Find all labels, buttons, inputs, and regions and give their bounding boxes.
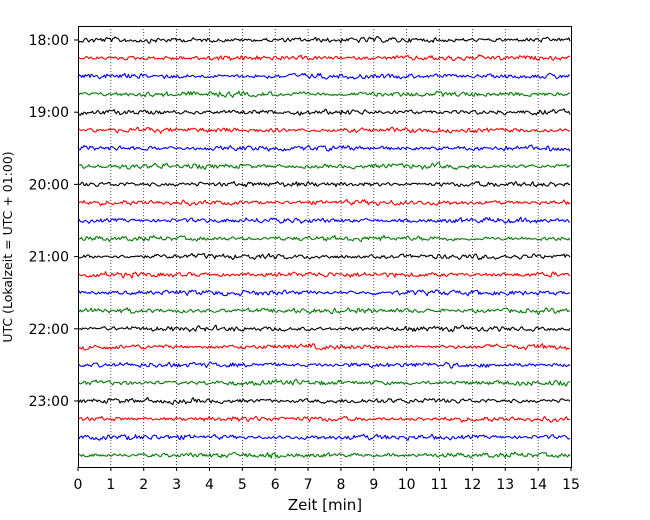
trace-2245 — [77, 378, 571, 387]
x-tick-label: 7 — [304, 477, 313, 493]
trace-2015 — [77, 198, 571, 207]
plot-frame — [78, 26, 572, 468]
x-tick-label: 0 — [74, 477, 83, 493]
trace-1915 — [77, 126, 571, 134]
trace-2345 — [77, 451, 571, 459]
y-tick-label: 20:00 — [29, 177, 69, 193]
trace-2300 — [77, 396, 571, 406]
x-tick-label: 6 — [271, 477, 280, 493]
trace-1930 — [77, 144, 571, 152]
y-axis: 18:00 19:00 20:00 21:00 22:00 23:00 — [29, 33, 78, 410]
x-tick-label: 3 — [172, 477, 181, 493]
trace-2000 — [77, 180, 571, 188]
trace-1830 — [77, 72, 571, 80]
x-tick-label: 2 — [139, 477, 148, 493]
trace-2215 — [77, 343, 571, 351]
trace-2130 — [77, 289, 571, 297]
x-tick-label: 13 — [496, 477, 514, 493]
trace-1800 — [77, 36, 571, 44]
x-tick-label: 8 — [336, 477, 345, 493]
trace-2330 — [77, 433, 571, 441]
trace-1945 — [77, 162, 571, 171]
trace-2200 — [77, 324, 571, 333]
trace-2030 — [77, 216, 571, 224]
y-tick-label: 23:00 — [29, 394, 69, 410]
x-tick-label: 15 — [562, 477, 580, 493]
x-tick-label: 10 — [398, 477, 416, 493]
trace-group — [77, 36, 571, 459]
trace-2100 — [77, 252, 571, 261]
trace-2315 — [77, 415, 571, 423]
x-tick-label: 9 — [369, 477, 378, 493]
trace-2045 — [77, 234, 571, 243]
trace-2145 — [77, 307, 571, 315]
trace-1900 — [77, 108, 571, 116]
x-tick-label: 11 — [431, 477, 449, 493]
x-axis-label: Zeit [min] — [288, 496, 362, 514]
x-tick-label: 5 — [238, 477, 247, 493]
trace-1815 — [77, 54, 571, 62]
x-tick-label: 4 — [205, 477, 214, 493]
trace-2115 — [77, 271, 571, 279]
y-axis-label: UTC (Lokalzeit = UTC + 01:00) — [0, 151, 15, 342]
x-tick-label: 14 — [529, 477, 547, 493]
y-tick-label: 21:00 — [29, 250, 69, 266]
y-tick-label: 18:00 — [29, 33, 69, 49]
y-tick-label: 19:00 — [29, 105, 69, 121]
trace-1845 — [77, 90, 571, 98]
x-tick-label: 1 — [106, 477, 115, 493]
trace-2230 — [77, 361, 571, 369]
x-axis: 0 1 2 3 4 5 6 7 8 9 10 11 12 13 14 15 — [74, 467, 580, 493]
y-tick-label: 22:00 — [29, 322, 69, 338]
x-tick-label: 12 — [463, 477, 481, 493]
